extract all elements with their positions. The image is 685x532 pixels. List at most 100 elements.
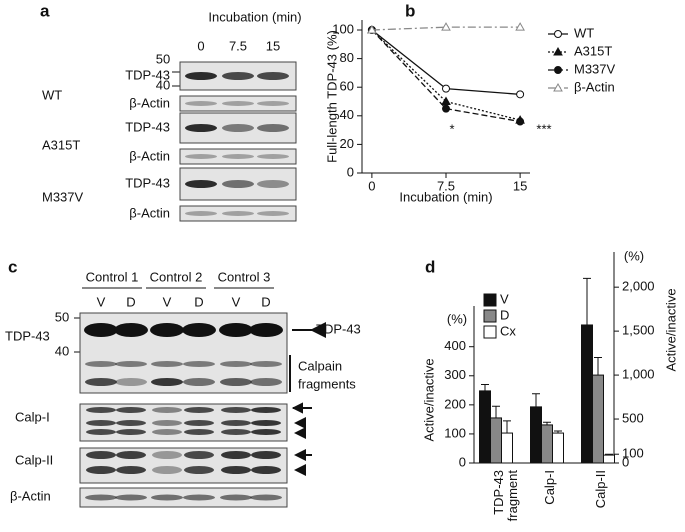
band [220, 378, 252, 386]
band [222, 211, 254, 216]
legend-label: A315T [574, 43, 612, 58]
band [185, 211, 217, 216]
y-axis-label: Active/inactive [421, 358, 436, 441]
label: TDP-43 [316, 321, 361, 336]
band [250, 361, 282, 367]
y2-tick-label: 0 [622, 454, 629, 469]
band [152, 451, 182, 459]
band [249, 323, 283, 337]
band [221, 407, 251, 413]
y-tick-label: 60 [340, 79, 354, 94]
error-bar [492, 405, 500, 418]
label: Control 3 [218, 269, 271, 284]
label: Control 2 [150, 269, 203, 284]
arrow [291, 402, 312, 414]
band [257, 180, 289, 188]
label: A315T [42, 137, 80, 152]
rotated-label: Calp-II [593, 470, 608, 509]
label: Control 1 [86, 269, 139, 284]
y2-tick-label: 100 [622, 446, 644, 461]
label: d [425, 257, 435, 276]
y-tick-label: 100 [444, 425, 466, 440]
x-tick-label: 0 [368, 178, 375, 193]
error-bar [481, 384, 489, 391]
marker [367, 25, 377, 34]
bar [603, 454, 615, 464]
y-tick-label: 200 [444, 396, 466, 411]
label: D [126, 294, 135, 309]
band [116, 420, 146, 426]
error-bar [503, 420, 511, 434]
band [85, 494, 117, 501]
band [185, 154, 217, 159]
band [221, 451, 251, 459]
band [115, 378, 147, 386]
bar [581, 324, 593, 464]
band [116, 429, 146, 435]
annotation: * [449, 121, 454, 136]
legend-label: D [500, 307, 509, 322]
marker [515, 22, 525, 31]
legend-marker [554, 30, 562, 38]
band [221, 420, 251, 426]
y2-tick-label: 1,000 [622, 367, 655, 382]
legend-label: V [500, 291, 509, 306]
band [222, 72, 254, 80]
band [152, 407, 182, 413]
band [183, 378, 215, 386]
band [219, 323, 253, 337]
y-tick-label: 0 [459, 454, 466, 469]
band [183, 361, 215, 367]
x-axis-label: Incubation (min) [399, 189, 492, 204]
label: b [405, 1, 415, 20]
band [150, 323, 184, 337]
rotated-label: TDP-43 fragment [491, 470, 520, 522]
bar [490, 417, 502, 464]
y-tick-label: 0 [347, 164, 354, 179]
label: 50 [156, 51, 170, 66]
label: (%) [447, 311, 467, 326]
band [257, 124, 289, 132]
label: 50 [55, 309, 69, 324]
label: 7.5 [229, 38, 247, 53]
series-line [371, 26, 521, 31]
band [151, 378, 183, 386]
band [182, 323, 216, 337]
label: (%) [624, 248, 644, 263]
marker [442, 84, 450, 93]
band [184, 451, 214, 459]
label: Calp-I [15, 409, 50, 424]
bar [552, 432, 564, 464]
label: V [163, 294, 172, 309]
band [257, 101, 289, 106]
label: 40 [55, 343, 69, 358]
band [222, 180, 254, 188]
label: Calpain [298, 358, 342, 373]
band [251, 466, 281, 474]
band [116, 466, 146, 474]
error-bar [583, 277, 591, 325]
band [222, 154, 254, 159]
band [114, 323, 148, 337]
band [84, 323, 118, 337]
label: D [194, 294, 203, 309]
legend-label: M337V [574, 61, 616, 76]
bar [592, 374, 604, 464]
band [116, 451, 146, 459]
band [86, 466, 116, 474]
label: β-Actin [129, 205, 170, 220]
label: β-Actin [10, 488, 51, 503]
x-tick-label: 15 [513, 178, 527, 193]
band [86, 420, 116, 426]
band [251, 407, 281, 413]
marker [516, 117, 525, 126]
band [257, 154, 289, 159]
band [257, 211, 289, 216]
error-bar [605, 453, 613, 456]
label: TDP-43 [125, 175, 170, 190]
band [221, 466, 251, 474]
band [151, 494, 183, 501]
label: TDP-43 [125, 119, 170, 134]
band [220, 361, 252, 367]
